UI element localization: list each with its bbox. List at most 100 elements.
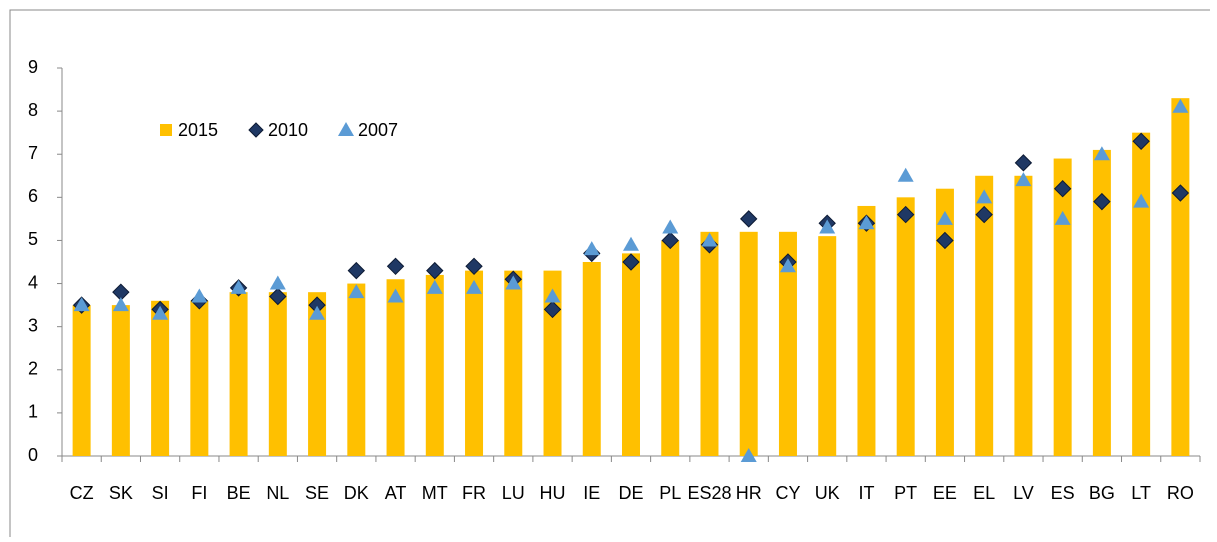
- diamond-marker: [269, 287, 287, 306]
- triangle-marker: [230, 279, 247, 294]
- triangle-marker: [819, 219, 836, 234]
- diamond-marker: [543, 300, 562, 319]
- x-tick-label: NL: [266, 483, 289, 503]
- diamond-marker: [975, 205, 993, 224]
- triangle-marker: [779, 258, 796, 273]
- x-tick-label: RO: [1167, 483, 1194, 503]
- bar: [1171, 98, 1190, 456]
- diamond-marker: [622, 253, 640, 271]
- x-tick-label: LT: [1131, 483, 1151, 503]
- diamond-marker: [740, 210, 758, 228]
- bar: [504, 270, 523, 456]
- bar: [386, 279, 405, 456]
- diamond-marker: [1093, 192, 1111, 211]
- x-tick-label: SI: [152, 483, 169, 503]
- triangle-marker: [623, 236, 639, 251]
- legend-label: 2007: [358, 120, 398, 140]
- bar: [72, 305, 91, 456]
- diamond-marker: [347, 261, 366, 280]
- x-tick-label: CZ: [70, 483, 94, 503]
- y-tick-label: 5: [28, 229, 38, 249]
- x-tick-label: AT: [385, 483, 407, 503]
- diamond-marker: [465, 257, 483, 276]
- triangle-marker: [191, 288, 208, 303]
- x-tick-label: PT: [894, 483, 917, 503]
- triangle-marker: [1093, 146, 1110, 161]
- x-tick-label: BE: [227, 483, 251, 503]
- x-tick-label: EE: [933, 483, 957, 503]
- bar: [857, 205, 876, 456]
- x-tick-label: DK: [344, 483, 369, 503]
- triangle-marker: [73, 297, 90, 312]
- triangle-marker: [936, 210, 953, 225]
- triangle-marker: [858, 215, 875, 230]
- triangle-marker: [976, 189, 993, 204]
- bar: [347, 283, 366, 456]
- y-tick-label: 1: [28, 402, 38, 422]
- bar: [1132, 132, 1151, 456]
- bar: [975, 175, 994, 456]
- x-tick-label: CY: [775, 483, 800, 503]
- bar: [818, 236, 837, 456]
- x-tick-label: DE: [618, 483, 643, 503]
- x-tick-label: FI: [191, 483, 207, 503]
- diamond-marker: [936, 231, 954, 250]
- y-tick-label: 6: [28, 186, 38, 206]
- x-tick-label: BG: [1089, 483, 1115, 503]
- bar: [151, 300, 170, 456]
- bar: [1014, 175, 1033, 456]
- triangle-marker: [348, 284, 365, 299]
- bar: [739, 231, 758, 456]
- y-tick-label: 4: [28, 272, 38, 292]
- diamond-marker: [896, 205, 915, 224]
- diamond-marker: [1053, 180, 1072, 198]
- x-tick-label: IT: [858, 483, 874, 503]
- x-tick-label: EL: [973, 483, 995, 503]
- y-tick-label: 2: [28, 359, 38, 379]
- legend-label: 2015: [178, 120, 218, 140]
- diamond-marker: [386, 257, 405, 276]
- diamond-marker: [426, 261, 444, 280]
- y-tick-label: 8: [28, 100, 38, 120]
- legend-label: 2010: [268, 120, 308, 140]
- triangle-marker: [662, 219, 679, 234]
- diamond-marker: [661, 231, 679, 250]
- x-tick-label: SK: [109, 483, 133, 503]
- x-tick-label: LU: [502, 483, 525, 503]
- x-tick-label: FR: [462, 483, 486, 503]
- diamond-marker: [1171, 184, 1190, 202]
- bar: [190, 300, 209, 456]
- diamond-marker: [1014, 154, 1033, 172]
- triangle-marker: [112, 297, 129, 312]
- bar: [1053, 158, 1072, 457]
- triangle-marker: [544, 288, 561, 303]
- triangle-marker: [1172, 98, 1189, 113]
- legend-swatch: [338, 122, 354, 136]
- bar: [1092, 149, 1111, 456]
- triangle-marker: [740, 448, 757, 462]
- x-tick-label: UK: [815, 483, 840, 503]
- bar: [700, 231, 719, 456]
- bar: [661, 240, 680, 456]
- bar: [896, 197, 915, 457]
- x-tick-label: LV: [1013, 483, 1034, 503]
- bar: [935, 188, 954, 456]
- x-tick-label: HU: [540, 483, 566, 503]
- bar: [582, 262, 601, 456]
- bar: [622, 253, 640, 456]
- triangle-marker: [387, 288, 404, 303]
- bar: [425, 274, 444, 456]
- bar: [308, 292, 327, 456]
- x-tick-label: ES28: [687, 483, 731, 503]
- triangle-marker: [505, 275, 522, 290]
- x-tick-label: SE: [305, 483, 329, 503]
- triangle-marker: [309, 305, 326, 320]
- y-tick-label: 0: [28, 445, 38, 465]
- diamond-marker: [1132, 132, 1150, 150]
- triangle-marker: [1015, 172, 1032, 187]
- bar: [111, 305, 130, 456]
- x-tick-label: MT: [422, 483, 448, 503]
- y-tick-label: 9: [28, 57, 38, 77]
- legend-swatch: [248, 122, 264, 138]
